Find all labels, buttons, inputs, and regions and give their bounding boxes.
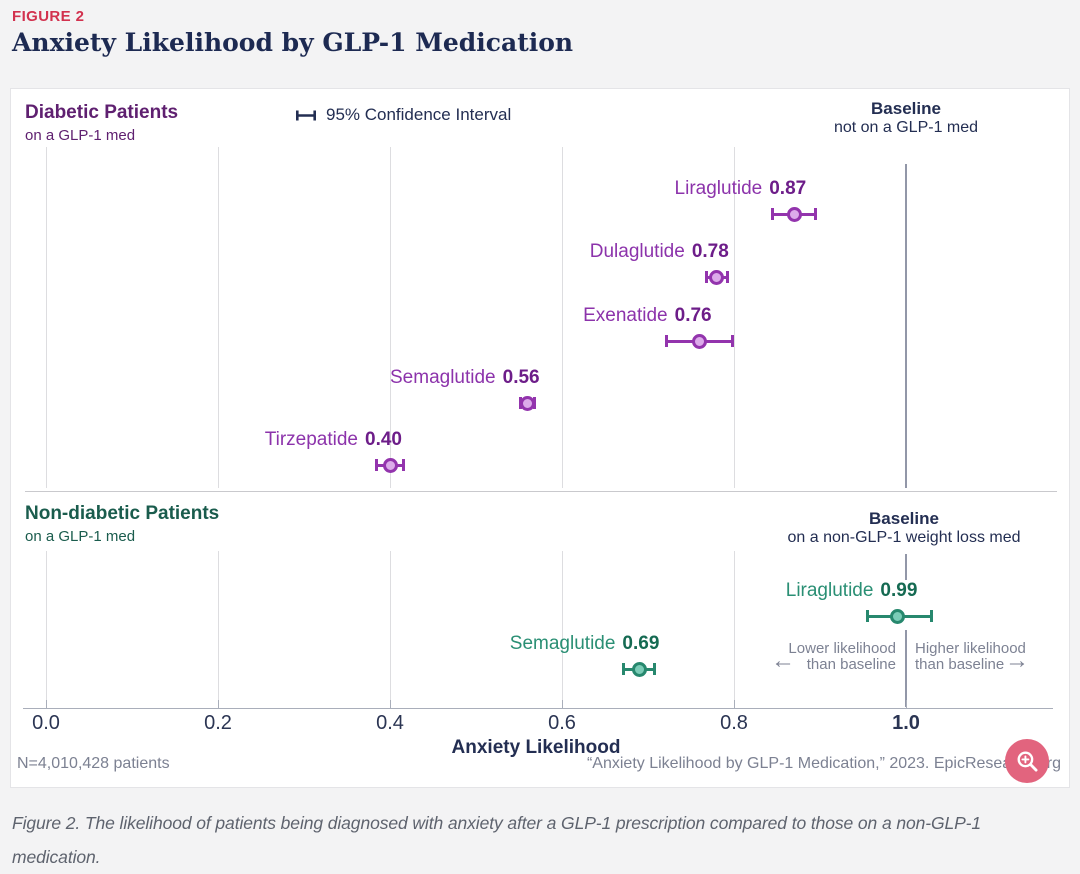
baseline-reference-line xyxy=(905,630,907,707)
nondiabetic-baseline-header: Baseline on a non-GLP-1 weight loss med xyxy=(787,509,1020,547)
x-tick-label-0.4: 0.4 xyxy=(376,712,404,734)
right-arrow-icon: → xyxy=(1005,647,1029,674)
data-point-label-dulaglutide: Dulaglutide 0.78 xyxy=(590,241,729,263)
medication-value: 0.69 xyxy=(622,633,660,654)
data-point-label-liraglutide: Liraglutide 0.87 xyxy=(675,178,807,200)
baseline-label: Baseline xyxy=(869,509,939,528)
zoom-in-button[interactable] xyxy=(1005,739,1049,783)
x-tick-mark-1.0 xyxy=(905,700,907,708)
gridline-x-0.6 xyxy=(561,551,563,707)
medication-value: 0.40 xyxy=(365,429,402,450)
data-point-marker-tirzepatide xyxy=(382,457,398,473)
data-point-marker-liraglutide xyxy=(786,206,802,222)
medication-value: 0.56 xyxy=(502,367,540,388)
left-arrow-icon: ← xyxy=(771,647,795,674)
ci-legend: 95% Confidence Interval xyxy=(294,105,511,125)
x-tick-mark-0.0 xyxy=(45,700,47,708)
ci-cap-high xyxy=(730,335,734,347)
ci-legend-label: 95% Confidence Interval xyxy=(326,105,512,124)
data-point-marker-exenatide xyxy=(692,333,708,349)
x-tick-mark-0.4 xyxy=(389,700,391,708)
figure-number-label: FIGURE 2 xyxy=(12,8,85,25)
figure-caption: Figure 2. The likelihood of patients bei… xyxy=(12,813,982,867)
sample-size-label: N=4,010,428 patients xyxy=(17,755,170,772)
ci-cap-low xyxy=(622,663,626,675)
data-point-marker-semaglutide xyxy=(520,395,536,411)
medication-name: Semaglutide xyxy=(390,367,496,388)
medication-value: 0.87 xyxy=(769,178,807,199)
panel-divider xyxy=(25,491,1057,492)
x-tick-mark-0.2 xyxy=(217,700,219,708)
gridline-x-0.8 xyxy=(733,147,735,488)
data-point-label-liraglutide: Liraglutide 0.99 xyxy=(786,580,918,602)
source-attribution: “Anxiety Likelihood by GLP-1 Medication,… xyxy=(586,755,1061,772)
gridline-x-0.6 xyxy=(561,147,563,488)
gridline-x-0.0 xyxy=(45,147,47,488)
gridline-x-0.4 xyxy=(389,147,391,488)
chart-panel: Liraglutide 0.87 Dulaglutide 0.78 Exenatide 0… xyxy=(10,88,1070,788)
gridline-x-0.4 xyxy=(389,551,391,707)
data-point-marker-liraglutide xyxy=(889,608,905,624)
medication-name: Liraglutide xyxy=(785,580,874,601)
data-point-marker-semaglutide xyxy=(631,661,647,677)
baseline-sublabel: not on a GLP-1 med xyxy=(833,119,979,136)
medication-value: 0.99 xyxy=(880,580,918,601)
data-point-label-semaglutide: Semaglutide 0.69 xyxy=(510,633,660,655)
x-tick-label-0.6: 0.6 xyxy=(548,712,576,734)
gridline-x-0.8 xyxy=(733,551,735,707)
medication-name: Liraglutide xyxy=(674,178,763,199)
higher-likelihood-annotation: Higher likelihood than baseline xyxy=(915,640,1026,673)
data-point-marker-dulaglutide xyxy=(709,269,725,285)
medication-name: Tirzepatide xyxy=(264,429,359,450)
diabetic-panel-subtitle: on a GLP-1 med xyxy=(25,127,136,144)
data-point-label-tirzepatide: Tirzepatide 0.40 xyxy=(265,429,402,451)
data-point-label-semaglutide: Semaglutide 0.56 xyxy=(390,367,540,389)
zoom-in-magnifier-icon xyxy=(1017,751,1038,772)
x-tick-label-0.0: 0.0 xyxy=(32,712,60,734)
gridline-x-0.2 xyxy=(217,551,219,707)
ci-cap-low xyxy=(665,335,669,347)
ci-cap-high xyxy=(814,208,818,220)
ci-cap-high xyxy=(653,663,657,675)
ci-cap-low xyxy=(771,208,775,220)
medication-value: 0.76 xyxy=(674,305,712,326)
diabetic-panel-title: Diabetic Patients xyxy=(25,102,179,123)
medication-name: Dulaglutide xyxy=(589,241,685,262)
ci-cap-low xyxy=(704,271,708,283)
medication-name: Semaglutide xyxy=(509,633,616,654)
medication-name: Exenatide xyxy=(583,305,668,326)
baseline-reference-line xyxy=(905,164,907,488)
gridline-x-0.0 xyxy=(45,551,47,707)
ci-cap-high xyxy=(725,271,729,283)
nondiabetic-panel-subtitle: on a GLP-1 med xyxy=(25,528,136,545)
x-tick-mark-0.6 xyxy=(561,700,563,708)
ci-cap-low xyxy=(374,459,378,471)
x-tick-label-0.8: 0.8 xyxy=(720,712,748,734)
medication-value: 0.78 xyxy=(691,241,729,262)
x-axis-line xyxy=(23,708,1053,709)
x-tick-label-1.0: 1.0 xyxy=(892,712,920,734)
baseline-reference-line xyxy=(905,554,907,580)
gridline-x-0.2 xyxy=(217,147,219,488)
baseline-sublabel: on a non-GLP-1 weight loss med xyxy=(787,529,1021,546)
baseline-label: Baseline xyxy=(871,99,941,118)
x-tick-mark-0.8 xyxy=(733,700,735,708)
ci-cap-high xyxy=(930,610,934,622)
diabetic-baseline-header: Baseline not on a GLP-1 med xyxy=(834,99,978,137)
lower-likelihood-annotation: Lower likelihood than baseline xyxy=(788,640,896,673)
page-title: Anxiety Likelihood by GLP-1 Medication xyxy=(12,28,574,57)
chart-render-layer: Liraglutide 0.87 Dulaglutide 0.78 Exenatide 0… xyxy=(11,89,1069,787)
data-point-label-exenatide: Exenatide 0.76 xyxy=(583,305,712,327)
x-tick-label-0.2: 0.2 xyxy=(204,712,232,734)
confidence-interval-icon xyxy=(295,110,317,120)
x-axis-title: Anxiety Likelihood xyxy=(451,737,621,758)
ci-cap-low xyxy=(865,610,869,622)
nondiabetic-panel-title: Non-diabetic Patients xyxy=(25,503,220,524)
ci-cap-high xyxy=(402,459,406,471)
